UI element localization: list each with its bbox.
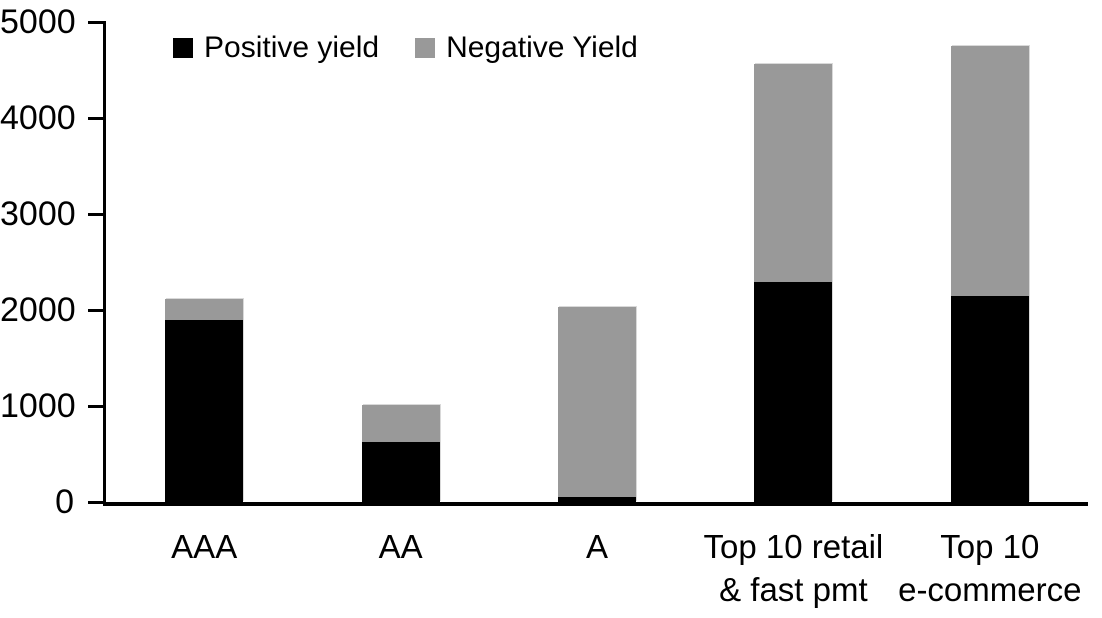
bar-stack: [754, 64, 833, 502]
plot-area: Positive yield Negative Yield: [103, 22, 1088, 506]
x-category-label: AA: [378, 528, 423, 565]
y-tick-mark: [88, 500, 106, 504]
x-category-label: Top 10 e-commerce: [898, 528, 1082, 608]
bar-stack: [165, 298, 244, 502]
bar-segment-negative-yield: [165, 298, 244, 320]
legend-label: Positive yield: [204, 31, 380, 64]
legend-item-negative-yield: Negative Yield: [415, 30, 638, 66]
bar-segment-positive-yield: [558, 497, 636, 502]
positive-yield-swatch-icon: [173, 38, 193, 58]
bar-segment-positive-yield: [950, 295, 1029, 502]
y-tick-label: 3000: [0, 195, 76, 233]
x-category-label: Top 10 retail & fast pmt: [703, 528, 884, 608]
y-tick-mark: [88, 20, 106, 24]
y-tick-mark: [88, 116, 106, 120]
bar-stack: [950, 46, 1029, 502]
bar-segment-negative-yield: [361, 405, 440, 443]
x-category-label: AAA: [171, 528, 238, 565]
bar-segment-positive-yield: [361, 442, 440, 502]
y-tick-mark: [88, 308, 106, 312]
x-category-label: A: [585, 528, 608, 565]
y-tick-label: 0: [55, 483, 74, 521]
bar-segment-negative-yield: [950, 46, 1029, 296]
legend-item-positive-yield: Positive yield: [173, 30, 379, 66]
bar-segment-negative-yield: [754, 64, 833, 283]
y-tick-mark: [88, 212, 106, 216]
y-tick-label: 5000: [0, 3, 76, 41]
bar-stack: [558, 307, 636, 502]
chart-legend: Positive yield Negative Yield: [173, 30, 638, 66]
negative-yield-swatch-icon: [415, 38, 436, 58]
bar-segment-positive-yield: [165, 319, 244, 502]
bar-segment-negative-yield: [558, 307, 636, 498]
y-tick-label: 4000: [0, 99, 76, 137]
y-tick-label: 2000: [0, 291, 76, 329]
y-tick-mark: [88, 404, 106, 408]
y-tick-label: 1000: [0, 387, 76, 425]
bar-segment-positive-yield: [754, 282, 833, 502]
legend-label: Negative Yield: [446, 31, 638, 64]
bar-stack: [361, 405, 440, 502]
